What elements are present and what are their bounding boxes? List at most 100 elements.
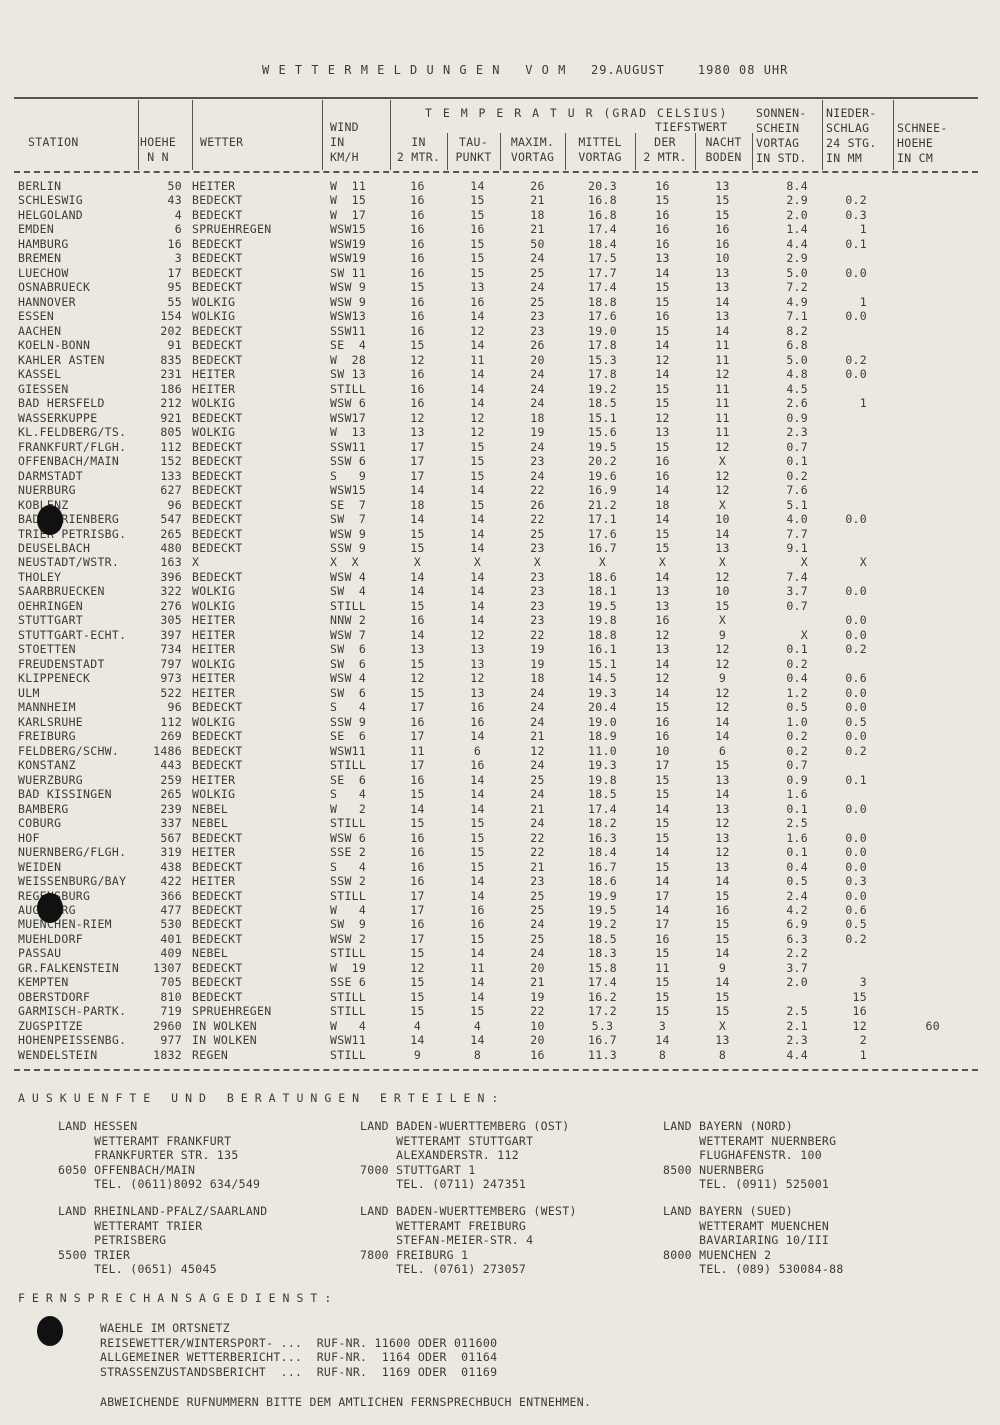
cell-tief-boden: 11 (715, 352, 730, 367)
cell-tief-boden: 13 (715, 1033, 730, 1048)
cell-tief-boden: 13 (715, 830, 730, 845)
cell-mittel-vortag: 16.8 (588, 193, 617, 208)
address-line: 8000 MUENCHEN 2 (663, 1247, 772, 1262)
cell-taupunkt: 16 (470, 714, 485, 729)
cell-station: WUERZBURG (18, 772, 84, 787)
cell-sonnenschein: 8.4 (786, 179, 808, 193)
cell-max-vortag: 23 (530, 569, 545, 584)
cell-max-vortag: 21 (530, 801, 545, 816)
cell-hoehe: 305 (160, 613, 182, 628)
table-row: KLIPPENECK 973 HEITER WSW 4 12 12 18 14.5 12 9 0.4… (0, 671, 1000, 685)
column-divider (752, 133, 753, 170)
cell-wind: W 2 (330, 801, 367, 816)
cell-max-vortag: 24 (530, 816, 545, 831)
cell-station: ZUGSPITZE (18, 1018, 84, 1033)
cell-tief-boden: 13 (715, 541, 730, 555)
cell-tief-boden: 11 (715, 396, 730, 411)
cell-mittel-vortag: 16.9 (588, 483, 617, 498)
cell-taupunkt: 14 (470, 975, 485, 990)
cell-wetter: BEDECKT (192, 280, 243, 295)
cell-taupunkt: 12 (470, 671, 485, 686)
cell-niederschlag: 0.0 (845, 627, 867, 642)
cell-mittel-vortag: 11.0 (588, 743, 617, 758)
address-line: 7800 FREIBURG 1 (360, 1247, 469, 1262)
cell-tief-2m: 15 (655, 772, 670, 787)
cell-tief-boden: 15 (715, 931, 730, 946)
table-row: GR.FALKENSTEIN 1307 BEDECKT W 19 12 11 20 15.8 1… (0, 961, 1000, 975)
address-line: WETTERAMT MUENCHEN (663, 1218, 830, 1233)
cell-wind: WSW 4 (330, 671, 367, 686)
cell-wetter: HEITER (192, 613, 236, 628)
cell-niederschlag: 0.2 (845, 743, 867, 758)
cell-taupunkt: 14 (470, 396, 485, 411)
cell-tief-boden: 12 (715, 845, 730, 860)
table-row: HANNOVER 55 WOLKIG WSW 9 16 16 25 18.8 15 14 4.9 1 (0, 295, 1000, 309)
cell-tief-2m: 14 (655, 265, 670, 280)
cell-sonnenschein: 4.4 (786, 236, 808, 251)
h: 24 STG. (826, 136, 877, 150)
cell-tief-boden: 10 (715, 512, 730, 527)
header-hoehe: HOEHE N N (140, 135, 176, 165)
table-row: KARLSRUHE 112 WOLKIG SSW 9 16 16 24 19.0 16 14 1.0… (0, 715, 1000, 729)
cell-station: BREMEN (18, 251, 62, 266)
cell-tief-2m: 15 (655, 946, 670, 961)
cell-wind: WSW 9 (330, 294, 367, 309)
cell-temp-2m: 16 (410, 222, 425, 237)
cell-sonnenschein: 2.9 (786, 251, 808, 266)
cell-tief-2m: 17 (655, 758, 670, 773)
cell-tief-boden: 12 (715, 700, 730, 715)
cell-wind: S 4 (330, 859, 367, 874)
table-row: DEUSELBACH 480 BEDECKT SSW 9 15 14 23 16.7 15 13 9… (0, 541, 1000, 555)
cell-sonnenschein: 4.5 (786, 381, 808, 396)
table-row: WASSERKUPPE 921 BEDECKT WSW17 12 12 18 15.1 12 11… (0, 411, 1000, 425)
table-row: MANNHEIM 96 BEDECKT S 4 17 16 24 20.4 15 12 0.5 0.0 (0, 700, 1000, 714)
cell-temp-2m: 14 (410, 627, 425, 642)
address-block: LAND HESSEN WETTERAMT FRANKFURT FRANKFUR… (58, 1119, 260, 1192)
cell-tief-boden: 15 (715, 917, 730, 932)
cell-hoehe: 239 (160, 801, 182, 816)
cell-sonnenschein: 2.4 (786, 888, 808, 903)
cell-wind: WSW 4 (330, 569, 367, 584)
cell-temp-2m: 16 (410, 193, 425, 208)
cell-max-vortag: 24 (530, 439, 545, 454)
fernsprech-line: STRASSENZUSTANDSBERICHT ... RUF-NR. 1169… (100, 1364, 498, 1379)
cell-max-vortag: 22 (530, 845, 545, 860)
cell-tief-2m: 13 (655, 598, 670, 613)
cell-wetter: BEDECKT (192, 931, 243, 946)
cell-taupunkt: 14 (470, 541, 485, 555)
cell-niederschlag: 0.0 (845, 859, 867, 874)
cell-tief-boden: 13 (715, 801, 730, 816)
cell-niederschlag: 15 (852, 989, 867, 1004)
cell-temp-2m: 15 (410, 685, 425, 700)
cell-station: MUENCHEN-RIEM (18, 917, 112, 932)
cell-temp-2m: 16 (410, 236, 425, 251)
table-top-rule (14, 97, 978, 99)
cell-max-vortag: 18 (530, 410, 545, 425)
cell-tief-boden: 11 (715, 338, 730, 353)
cell-sonnenschein: 0.1 (786, 801, 808, 816)
header-station: STATION (28, 135, 79, 149)
table-row: MUENCHEN-RIEM 530 BEDECKT SW 9 16 16 24 19.2 17 1… (0, 917, 1000, 931)
cell-sonnenschein: 0.1 (786, 845, 808, 860)
cell-temp-2m: 18 (410, 497, 425, 512)
h: PUNKT (455, 150, 492, 164)
h: NACHT (705, 135, 742, 149)
cell-tief-2m: 14 (655, 1033, 670, 1048)
cell-sonnenschein: 1.4 (786, 222, 808, 237)
address-line: 8500 NUERNBERG (663, 1162, 765, 1177)
cell-hoehe: 16 (167, 236, 182, 251)
cell-temp-2m: 15 (410, 787, 425, 802)
cell-hoehe: 477 (160, 903, 182, 917)
cell-hoehe: 443 (160, 758, 182, 773)
table-row: WUERZBURG 259 HEITER SE 6 16 14 25 19.8 15 13 0.9 0… (0, 773, 1000, 787)
cell-mittel-vortag: 14.5 (588, 671, 617, 686)
cell-mittel-vortag: 18.6 (588, 569, 617, 584)
table-row: FREIBURG 269 BEDECKT SE 6 17 14 21 18.9 16 14 0.2 0… (0, 729, 1000, 743)
cell-wetter: WOLKIG (192, 294, 236, 309)
cell-tief-boden: 14 (715, 874, 730, 889)
cell-temp-2m: 9 (413, 1047, 422, 1062)
cell-max-vortag: 25 (530, 294, 545, 309)
cell-taupunkt: 15 (470, 497, 485, 512)
cell-wind: X X (330, 555, 359, 570)
cell-temp-2m: 17 (410, 729, 425, 744)
